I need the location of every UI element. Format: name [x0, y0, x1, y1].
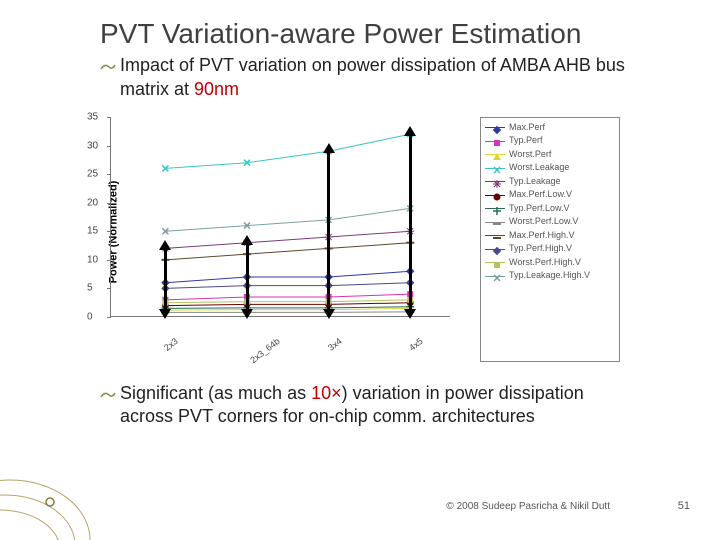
page-number: 51 — [678, 500, 690, 512]
y-tick: 15 — [87, 226, 98, 237]
bullet2-pre: Significant (as much as — [120, 383, 311, 403]
chart-area: Power (Normalized) 051015202530352x32x3_… — [70, 107, 470, 357]
legend-item: Worst.Perf.High.V — [485, 256, 615, 270]
y-tick: 10 — [87, 254, 98, 265]
slide-title: PVT Variation-aware Power Estimation — [100, 18, 630, 50]
bullet-icon — [100, 57, 116, 80]
legend-item: Typ.Leakage.High.V — [485, 269, 615, 283]
bullet1-highlight: 90nm — [194, 79, 239, 99]
legend-item: Worst.Leakage — [485, 161, 615, 175]
variation-arrow — [409, 134, 412, 311]
legend-item: Typ.Perf.Low.V — [485, 202, 615, 216]
legend-item: Max.Perf — [485, 121, 615, 135]
legend-item: Typ.Perf — [485, 134, 615, 148]
y-tick: 20 — [87, 197, 98, 208]
bullet-significant: Significant (as much as 10×) variation i… — [100, 382, 630, 429]
legend-item: Worst.Perf — [485, 148, 615, 162]
variation-arrow — [164, 248, 167, 311]
copyright-text: © 2008 Sudeep Pasricha & Nikil Dutt — [446, 501, 610, 512]
y-tick: 0 — [87, 311, 93, 322]
x-tick: 2x3_64b — [248, 336, 281, 365]
y-tick: 5 — [87, 283, 93, 294]
legend-item: Typ.Leakage — [485, 175, 615, 189]
chart-container: Power (Normalized) 051015202530352x32x3_… — [70, 107, 630, 362]
y-tick: 35 — [87, 111, 98, 122]
variation-arrow — [246, 243, 249, 312]
bullet-icon — [100, 385, 116, 408]
chart-legend: Max.PerfTyp.PerfWorst.PerfWorst.LeakageT… — [480, 117, 620, 362]
x-tick: 2x3 — [162, 336, 180, 353]
x-tick: 4x5 — [407, 336, 425, 353]
legend-item: Typ.Perf.High.V — [485, 242, 615, 256]
legend-item: Max.Perf.High.V — [485, 229, 615, 243]
x-tick: 3x4 — [326, 336, 344, 353]
y-tick: 25 — [87, 169, 98, 180]
legend-item: Max.Perf.Low.V — [485, 188, 615, 202]
y-tick: 30 — [87, 140, 98, 151]
variation-arrow — [327, 151, 330, 311]
chart-plot: 051015202530352x32x3_64b3x44x5 — [110, 117, 450, 317]
bullet-impact: Impact of PVT variation on power dissipa… — [100, 54, 630, 101]
bullet2-highlight: 10× — [311, 383, 342, 403]
legend-item: Worst.Perf.Low.V — [485, 215, 615, 229]
